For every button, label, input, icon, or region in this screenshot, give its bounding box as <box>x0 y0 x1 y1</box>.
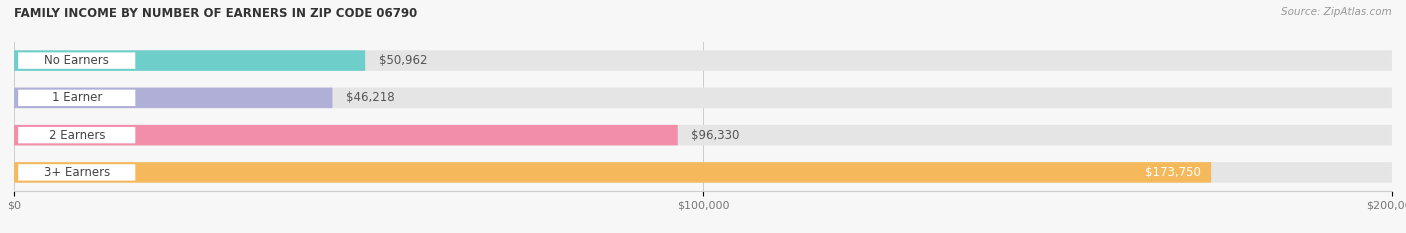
Text: No Earners: No Earners <box>45 54 110 67</box>
FancyBboxPatch shape <box>14 125 678 145</box>
FancyBboxPatch shape <box>14 162 1392 183</box>
FancyBboxPatch shape <box>18 164 135 181</box>
FancyBboxPatch shape <box>14 50 1392 71</box>
FancyBboxPatch shape <box>14 50 366 71</box>
Text: Source: ZipAtlas.com: Source: ZipAtlas.com <box>1281 7 1392 17</box>
FancyBboxPatch shape <box>18 52 135 69</box>
FancyBboxPatch shape <box>18 90 135 106</box>
Text: 3+ Earners: 3+ Earners <box>44 166 110 179</box>
FancyBboxPatch shape <box>14 162 1211 183</box>
Text: $96,330: $96,330 <box>692 129 740 142</box>
Text: FAMILY INCOME BY NUMBER OF EARNERS IN ZIP CODE 06790: FAMILY INCOME BY NUMBER OF EARNERS IN ZI… <box>14 7 418 20</box>
Text: $173,750: $173,750 <box>1144 166 1201 179</box>
Text: $46,218: $46,218 <box>346 91 395 104</box>
Text: 1 Earner: 1 Earner <box>52 91 103 104</box>
FancyBboxPatch shape <box>14 125 1392 145</box>
FancyBboxPatch shape <box>14 88 332 108</box>
Text: 2 Earners: 2 Earners <box>48 129 105 142</box>
FancyBboxPatch shape <box>14 88 1392 108</box>
FancyBboxPatch shape <box>18 127 135 143</box>
Text: $50,962: $50,962 <box>380 54 427 67</box>
